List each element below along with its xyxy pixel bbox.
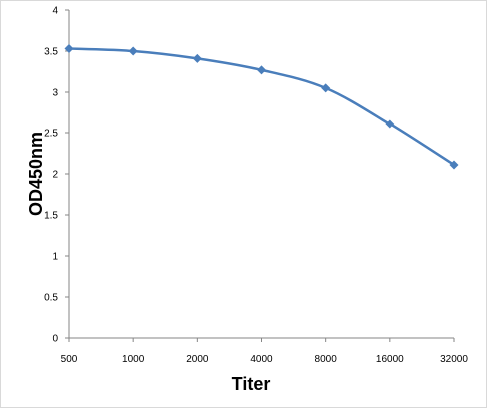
y-tick-label: 1.5 xyxy=(44,211,58,222)
x-axis-title: Titer xyxy=(232,374,271,394)
y-tick-labels: 0 0.5 1 1.5 2 2.5 3 3.5 4 xyxy=(44,6,58,345)
x-tick-label: 500 xyxy=(61,354,78,365)
y-tick-label: 4 xyxy=(52,6,58,17)
x-tick-label: 1000 xyxy=(122,354,145,365)
x-tick-labels: 500 1000 2000 4000 8000 16000 32000 xyxy=(61,354,469,365)
data-point-marker xyxy=(64,44,74,54)
x-tick-label: 8000 xyxy=(315,354,338,365)
data-point-marker xyxy=(192,53,202,63)
y-tick-label: 0 xyxy=(52,334,58,345)
y-axis-title: OD450nm xyxy=(26,132,46,216)
y-tick-label: 2 xyxy=(52,170,58,181)
y-tick-label: 3 xyxy=(52,88,58,99)
x-tick-label: 16000 xyxy=(376,354,404,365)
x-tick-label: 4000 xyxy=(250,354,273,365)
y-tick-label: 1 xyxy=(52,252,58,263)
data-point-marker xyxy=(257,65,266,75)
data-point-marker xyxy=(385,119,395,129)
series-group xyxy=(64,44,459,170)
y-tick-label: 2.5 xyxy=(44,129,58,140)
y-tick-label: 0.5 xyxy=(44,293,58,304)
data-point-marker xyxy=(128,46,138,56)
y-tick-label: 3.5 xyxy=(44,47,58,58)
axes xyxy=(65,9,455,342)
data-point-marker xyxy=(321,83,331,93)
x-tick-label: 32000 xyxy=(440,354,468,365)
data-point-marker xyxy=(449,160,459,170)
x-tick-label: 2000 xyxy=(186,354,209,365)
